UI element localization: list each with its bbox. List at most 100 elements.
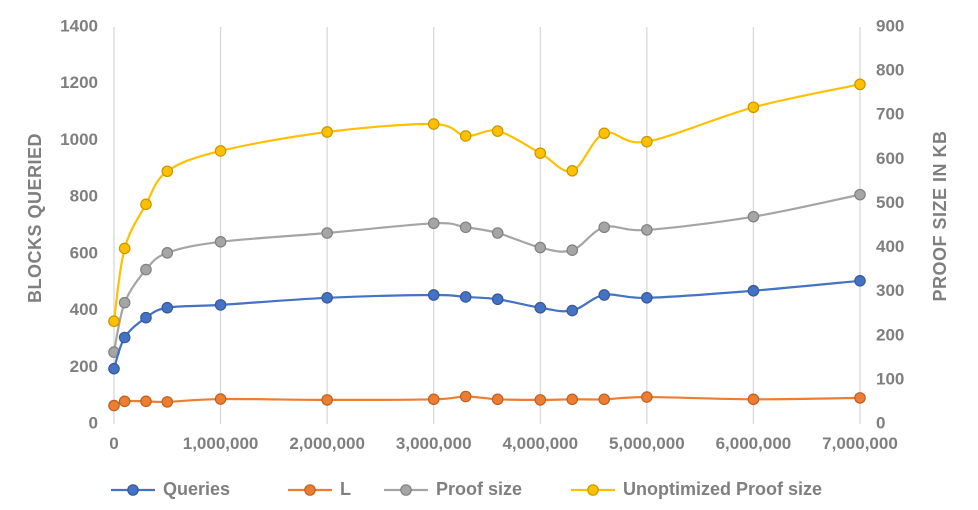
- y2-tick-label: 400: [876, 237, 904, 256]
- series-line: [112, 83, 861, 322]
- series-layer: [108, 78, 866, 412]
- y2-tick-label: 0: [876, 413, 885, 432]
- x-tick-label: 4,000,000: [502, 434, 578, 453]
- legend-marker: [127, 484, 139, 496]
- series-proof-size: [108, 188, 866, 358]
- y2-tick-label: 700: [876, 105, 904, 124]
- data-point: [459, 291, 472, 303]
- series-line: [112, 279, 861, 370]
- data-point: [641, 135, 653, 148]
- legend-label: L: [340, 479, 351, 499]
- data-point: [598, 221, 611, 234]
- x-tick-label: 3,000,000: [396, 434, 472, 453]
- data-point: [854, 274, 866, 287]
- data-point: [108, 399, 120, 412]
- data-point: [427, 289, 440, 301]
- data-point: [459, 390, 472, 403]
- data-point: [598, 127, 611, 140]
- data-point: [108, 315, 120, 328]
- y-tick-label: 1400: [60, 16, 98, 35]
- legend-label: Proof size: [436, 479, 522, 499]
- y-tick-label: 1200: [60, 73, 98, 92]
- data-point: [491, 125, 504, 137]
- x-tick-label: 2,000,000: [289, 434, 365, 453]
- data-point: [140, 263, 152, 276]
- y-axis-left: 0 200 400 600 800 1000 1200 1400: [60, 16, 98, 432]
- y2-tick-label: 900: [876, 16, 904, 35]
- data-point: [534, 301, 547, 314]
- data-point: [161, 247, 174, 259]
- y-axis-right: 0 100 200 300 400 500 600 700 800 900: [876, 16, 904, 432]
- data-point: [534, 147, 547, 159]
- data-point: [598, 393, 611, 406]
- data-point: [566, 304, 579, 317]
- y-tick-label: 0: [89, 413, 98, 432]
- y2-tick-label: 500: [876, 193, 904, 212]
- data-point: [491, 293, 504, 306]
- data-point: [427, 217, 440, 230]
- data-point: [140, 198, 152, 211]
- data-point: [491, 393, 504, 406]
- y-axis-title: BLOCKS QUERIED: [25, 133, 45, 303]
- data-point: [118, 331, 131, 344]
- data-point: [641, 224, 653, 236]
- data-point: [854, 78, 866, 91]
- x-tick-label: 0: [109, 434, 118, 453]
- y2-axis-title: PROOF SIZE IN KB: [930, 130, 950, 301]
- data-point: [118, 395, 131, 408]
- data-point: [321, 126, 333, 138]
- data-point: [566, 393, 579, 406]
- data-point: [598, 289, 611, 301]
- x-tick-label: 1,000,000: [183, 434, 259, 453]
- data-point: [534, 394, 547, 406]
- x-tick-label: 5,000,000: [609, 434, 685, 453]
- data-point: [459, 221, 472, 234]
- data-point: [140, 311, 152, 324]
- data-point: [534, 241, 547, 254]
- legend-label: Unoptimized Proof size: [623, 479, 822, 499]
- data-point: [459, 130, 472, 142]
- data-point: [321, 227, 333, 239]
- y-tick-label: 1000: [60, 130, 98, 149]
- data-point: [321, 394, 333, 406]
- y2-tick-label: 300: [876, 281, 904, 300]
- series-l: [108, 390, 866, 412]
- legend-item: Unoptimized Proof size: [571, 479, 822, 499]
- y-tick-label: 600: [70, 243, 98, 262]
- data-point: [854, 188, 866, 201]
- data-point: [427, 118, 440, 130]
- y-tick-label: 800: [70, 187, 98, 206]
- data-point: [140, 395, 152, 408]
- data-point: [321, 292, 333, 304]
- legend-label: Queries: [163, 479, 230, 499]
- data-point: [161, 165, 174, 178]
- data-point: [427, 393, 440, 406]
- vertical-gridlines: [113, 27, 861, 424]
- data-point: [747, 210, 760, 223]
- data-point: [214, 299, 227, 311]
- data-point: [747, 101, 760, 114]
- legend-marker: [587, 484, 599, 496]
- x-axis: 0 1,000,000 2,000,000 3,000,000 4,000,000 5,0…: [109, 434, 898, 453]
- y-tick-label: 400: [70, 300, 98, 319]
- data-point: [641, 292, 653, 304]
- data-point: [108, 362, 120, 375]
- legend-marker: [304, 484, 316, 496]
- data-point: [214, 145, 227, 157]
- legend-marker: [400, 484, 412, 496]
- data-point: [641, 391, 653, 403]
- y2-tick-label: 100: [876, 369, 904, 388]
- legend: Queries L Proof size Unoptimized Proof size: [111, 479, 822, 499]
- data-point: [566, 165, 579, 177]
- data-point: [747, 393, 760, 406]
- legend-item: L: [288, 479, 351, 499]
- data-point: [491, 227, 504, 239]
- y-tick-label: 200: [70, 357, 98, 376]
- data-point: [566, 244, 579, 257]
- series-unoptimized-proof-size: [108, 78, 866, 328]
- data-point: [118, 242, 131, 255]
- data-point: [161, 301, 174, 314]
- x-tick-label: 7,000,000: [822, 434, 898, 453]
- data-point: [214, 393, 227, 405]
